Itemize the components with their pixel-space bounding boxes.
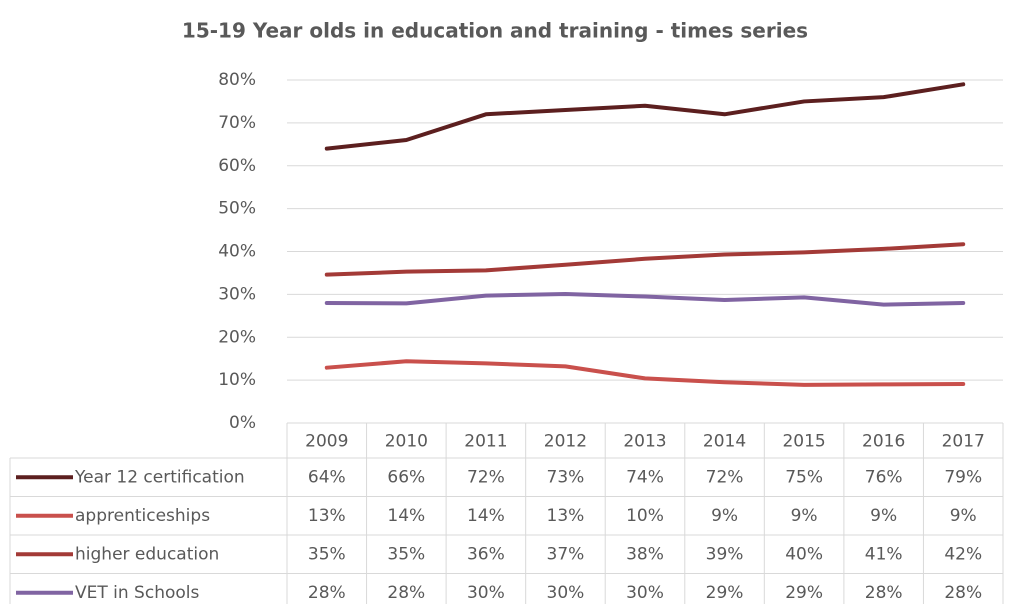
table-cell: 14% — [387, 506, 425, 526]
table-cell: 13% — [547, 506, 585, 526]
y-tick-label: 60% — [218, 156, 256, 176]
x-tick-label: 2016 — [862, 432, 905, 452]
y-tick-label: 10% — [218, 370, 256, 390]
table-cell: 29% — [706, 583, 744, 603]
table-cell: 36% — [467, 544, 505, 564]
y-tick-label: 70% — [218, 113, 256, 133]
table-cell: 66% — [387, 467, 425, 487]
table-cell: 9% — [711, 506, 738, 526]
y-tick-label: 0% — [229, 413, 256, 433]
series-line — [324, 359, 966, 387]
table-cell: 38% — [626, 544, 664, 564]
table-cell: 28% — [944, 583, 982, 603]
x-tick-label: 2017 — [942, 432, 985, 452]
table-cell: 42% — [944, 544, 982, 564]
table-cell: 76% — [865, 467, 903, 487]
x-tick-label: 2010 — [385, 432, 428, 452]
series-line — [324, 291, 966, 307]
table-cell: 74% — [626, 467, 664, 487]
table-cell: 9% — [791, 506, 818, 526]
table-cell: 13% — [308, 506, 346, 526]
y-tick-label: 30% — [218, 284, 256, 304]
table-cell: 28% — [308, 583, 346, 603]
x-tick-label: 2012 — [544, 432, 587, 452]
series-line — [324, 242, 966, 277]
table-cell: 14% — [467, 506, 505, 526]
table-cell: 41% — [865, 544, 903, 564]
table-cell: 75% — [785, 467, 823, 487]
chart-title: 15-19 Year olds in education and trainin… — [182, 19, 808, 43]
table-cell: 72% — [706, 467, 744, 487]
table-cell: 72% — [467, 467, 505, 487]
x-tick-label: 2015 — [782, 432, 825, 452]
table-cell: 37% — [547, 544, 585, 564]
y-tick-label: 50% — [218, 199, 256, 219]
legend-label: higher education — [75, 544, 219, 564]
table-cell: 29% — [785, 583, 823, 603]
x-tick-label: 2011 — [464, 432, 507, 452]
legend-label: Year 12 certification — [74, 467, 245, 487]
x-tick-label: 2014 — [703, 432, 746, 452]
x-tick-label: 2009 — [305, 432, 348, 452]
table-cell: 9% — [870, 506, 897, 526]
legend-label: apprenticeships — [75, 506, 210, 526]
table-cell: 28% — [387, 583, 425, 603]
y-tick-label: 40% — [218, 242, 256, 262]
table-cell: 28% — [865, 583, 903, 603]
table-cell: 64% — [308, 467, 346, 487]
series-line — [324, 82, 966, 151]
table-cell: 9% — [950, 506, 977, 526]
table-cell: 39% — [706, 544, 744, 564]
y-tick-label: 20% — [218, 327, 256, 347]
x-tick-label: 2013 — [623, 432, 666, 452]
table-cell: 79% — [944, 467, 982, 487]
legend-label: VET in Schools — [75, 583, 199, 603]
y-tick-label: 80% — [218, 70, 256, 90]
table-cell: 30% — [547, 583, 585, 603]
table-cell: 30% — [467, 583, 505, 603]
table-cell: 35% — [387, 544, 425, 564]
table-cell: 10% — [626, 506, 664, 526]
table-cell: 73% — [547, 467, 585, 487]
table-cell: 30% — [626, 583, 664, 603]
table-cell: 35% — [308, 544, 346, 564]
table-cell: 40% — [785, 544, 823, 564]
